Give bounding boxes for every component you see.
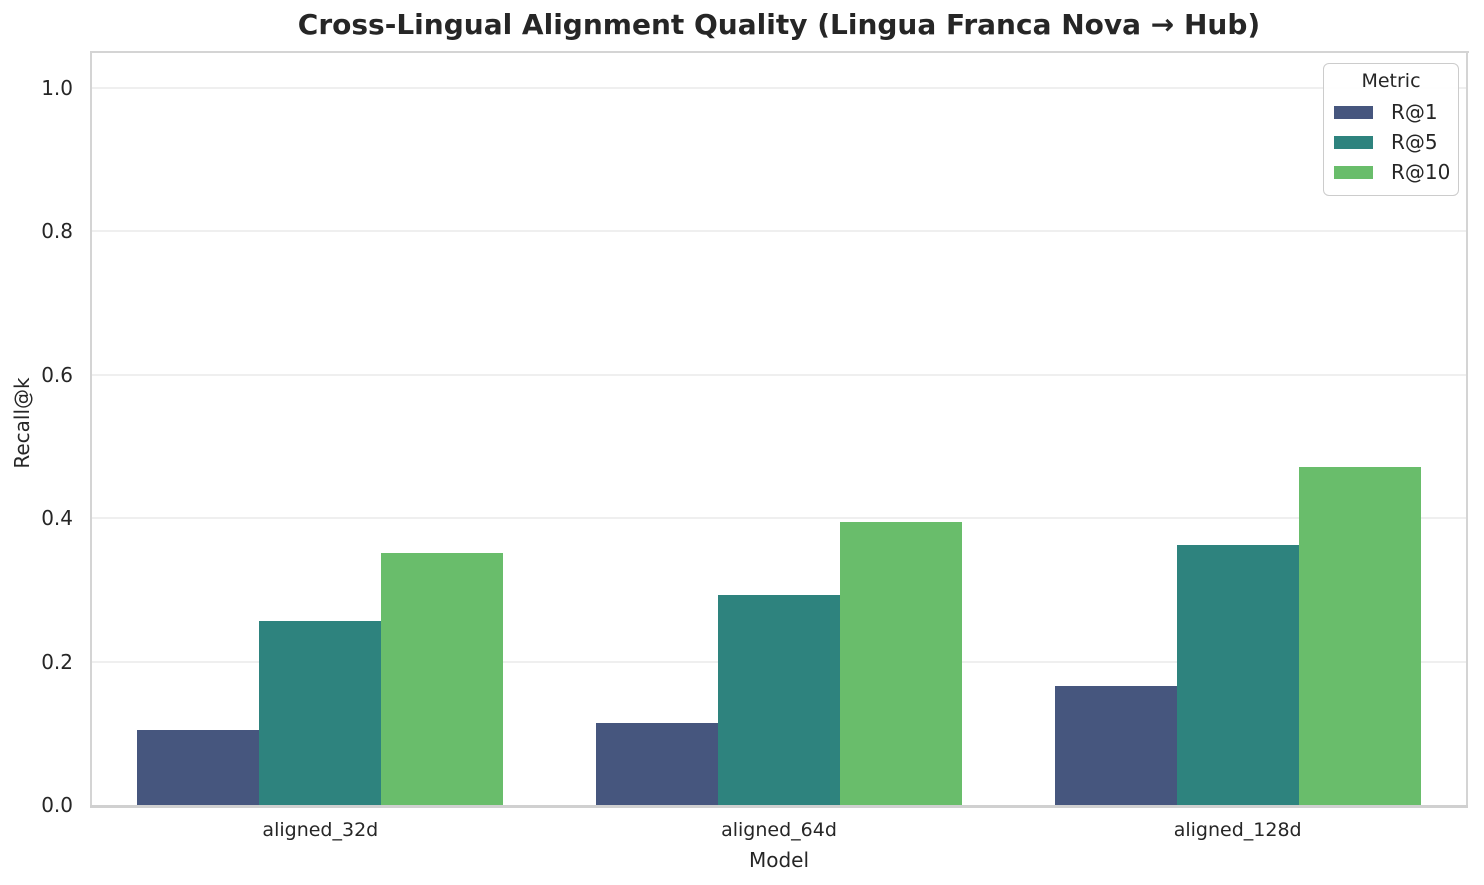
legend: Metric R@1 R@5 R@10 — [1323, 63, 1459, 196]
legend-item-label: R@10 — [1391, 160, 1451, 184]
bar-aligned_64d-R@10 — [840, 522, 962, 805]
y-axis-label: Recall@k — [10, 377, 34, 469]
legend-item-label: R@5 — [1391, 130, 1438, 154]
legend-title: Metric — [1361, 70, 1421, 92]
y-tick-label: 0.6 — [41, 362, 73, 387]
y-tick-label: 0.4 — [41, 506, 73, 531]
gridline — [91, 230, 1467, 233]
spine-right — [1466, 51, 1468, 808]
bar-aligned_128d-R@5 — [1177, 545, 1299, 805]
x-axis-label: Model — [748, 848, 810, 872]
y-tick-label: 0.2 — [41, 649, 73, 674]
legend-swatch — [1334, 135, 1373, 149]
bar-aligned_128d-R@10 — [1299, 467, 1421, 805]
spine-top — [91, 51, 1469, 53]
gridline — [91, 373, 1467, 376]
legend-item-R@1: R@1 — [1332, 97, 1450, 127]
bar-aligned_64d-R@1 — [596, 723, 718, 805]
legend-items: R@1 R@5 R@10 — [1332, 97, 1450, 187]
y-tick-label: 0.8 — [41, 219, 73, 244]
legend-item-label: R@1 — [1391, 100, 1438, 124]
y-tick-label: 1.0 — [41, 76, 73, 100]
spine-bottom — [90, 805, 1468, 808]
legend-swatch — [1334, 105, 1373, 119]
gridline — [91, 517, 1467, 520]
chart-title: Cross-Lingual Alignment Quality (Lingua … — [297, 8, 1261, 41]
bar-aligned_64d-R@5 — [718, 595, 840, 805]
bar-aligned_128d-R@1 — [1055, 686, 1177, 805]
x-tick-label: aligned_32d — [262, 819, 379, 841]
x-tick-label: aligned_64d — [721, 819, 837, 841]
legend-item-R@10: R@10 — [1332, 157, 1450, 187]
spine-left — [90, 51, 92, 808]
gridline — [91, 87, 1467, 89]
y-tick-label: 0.0 — [41, 793, 73, 817]
legend-item-R@5: R@5 — [1332, 127, 1450, 157]
x-tick-label: aligned_128d — [1173, 819, 1302, 841]
bar-aligned_32d-R@10 — [381, 553, 503, 805]
bar-aligned_32d-R@1 — [137, 730, 259, 805]
legend-swatch — [1334, 165, 1373, 179]
bar-aligned_32d-R@5 — [259, 621, 381, 805]
